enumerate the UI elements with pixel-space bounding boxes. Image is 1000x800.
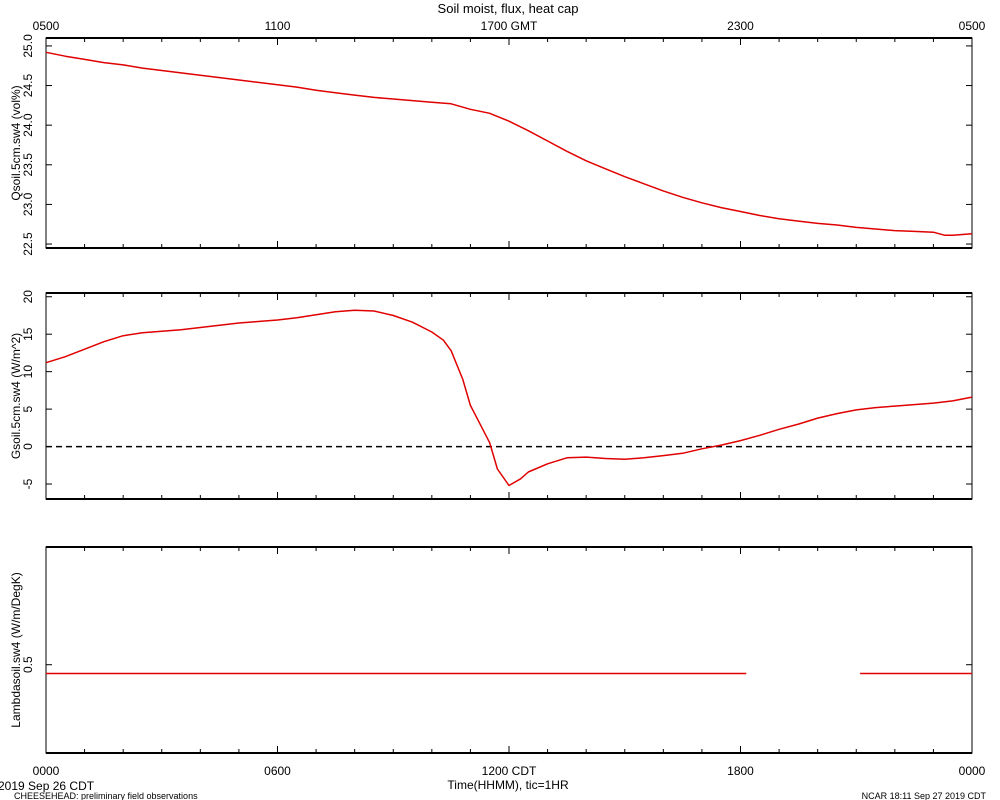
bottom-tick-label: 0000	[959, 764, 986, 778]
panel-frame	[45, 292, 973, 500]
top-tick-label: 1700 GMT	[481, 19, 538, 33]
y-tick-label: 20	[21, 290, 35, 304]
y-tick-label: 23.0	[21, 192, 35, 216]
top-tick-label: 1100	[265, 19, 291, 33]
y-tick-label: 24.5	[21, 74, 35, 98]
y-tick-label: 10	[21, 365, 35, 379]
date-label: 2019 Sep 26 CDT	[0, 779, 95, 793]
panel-frame	[45, 546, 973, 754]
top-tick-label: 2300	[727, 19, 754, 33]
y-tick-label: -5	[21, 478, 35, 489]
time-axes: 0500 1100 1700 GMT 2300 0500 0000 0600 1200 CDT…	[33, 19, 986, 778]
panel-1: 22.5 23.0 23.5 24.0 24.5 25.0 Qsoil.5cm.sw4 (v…	[9, 34, 973, 256]
footer-right: NCAR 18:11 Sep 27 2019 CDT	[862, 791, 987, 800]
top-tick-label: 0500	[959, 19, 986, 33]
y-axis-label: Lambdasoil.sw4 (W/m/DegK)	[9, 572, 23, 727]
bottom-tick-label: 0000	[33, 764, 60, 778]
bottom-tick-label: 0600	[264, 764, 291, 778]
chart-title: Soil moist, flux, heat cap	[438, 1, 579, 16]
y-tick-label: 22.5	[21, 232, 35, 256]
footer-left: CHEESEHEAD: preliminary field observatio…	[14, 791, 198, 800]
panel-frame	[45, 37, 973, 249]
y-tick-label: 24.0	[21, 113, 35, 137]
y-axis-label: Gsoil.5cm.sw4 (W/m^2)	[9, 333, 23, 459]
bottom-tick-label: 1800	[727, 764, 754, 778]
panel-2: -5 0 5 10 15 20 Gsoil.5cm.sw4 (W/m^2)	[9, 290, 973, 500]
series-line	[45, 309, 973, 487]
x-axis-label: Time(HHMM), tic=1HR	[447, 778, 569, 792]
series-line	[45, 51, 973, 237]
y-axis-label: Qsoil.5cm.sw4 (vol%)	[9, 85, 23, 200]
top-tick-label: 0500	[33, 19, 60, 33]
bottom-tick-label: 1200 CDT	[482, 764, 537, 778]
y-tick-label: 25.0	[21, 34, 35, 58]
y-tick-label: 5	[21, 405, 35, 412]
y-tick-label: 0.5	[21, 656, 35, 673]
y-tick-label: 15	[21, 327, 35, 341]
y-tick-label: 23.5	[21, 153, 35, 177]
panels: 22.5 23.0 23.5 24.0 24.5 25.0 Qsoil.5cm.sw4 (v…	[9, 34, 973, 754]
y-tick-label: 0	[21, 443, 35, 450]
